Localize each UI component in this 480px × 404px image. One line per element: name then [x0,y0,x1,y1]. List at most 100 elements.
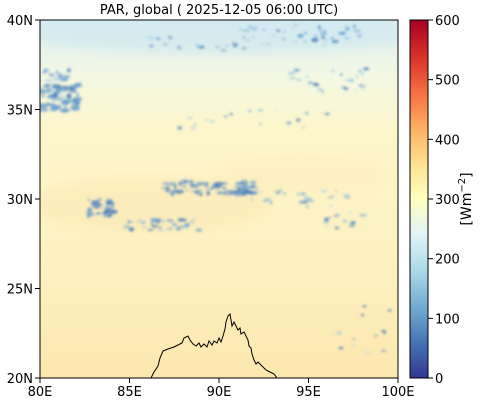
cloud-patch [294,24,298,26]
cloud-patch [96,198,102,202]
cloud-patch [353,24,356,29]
cloud-patch [235,181,241,186]
cloud-patch [223,115,228,118]
cloud-patch [190,219,196,221]
cloud-patch [174,189,184,194]
cloud-patch [102,215,110,218]
cloud-patch [55,104,62,109]
colorbar-tick-label: 200 [435,253,460,268]
cloud-patch [69,92,72,96]
cloud-patch [245,190,251,194]
cloud-patch [231,42,236,45]
cloud-patch [352,338,356,340]
cloud-patch [206,190,210,196]
cloud-patch [252,36,255,39]
map-area [40,20,398,378]
cloud-patch [363,67,370,71]
cloud-patch [353,29,362,33]
cloud-patch [357,34,362,38]
cloud-patch [177,218,182,221]
cloud-patch [161,186,169,189]
cloud-patch [111,204,115,208]
cloud-patch [127,220,132,224]
cloud-patch [250,184,257,187]
cloud-patch [248,186,256,189]
cloud-patch [259,191,263,193]
cloud-patch [187,117,193,119]
cloud-patch [220,182,228,185]
cloud-patch [239,181,244,185]
cloud-patch [42,70,47,74]
cloud-patch [330,36,334,41]
cloud-patch [261,29,267,31]
cloud-patch [212,184,221,189]
cloud-patch [170,220,174,223]
cloud-patch [216,191,224,195]
y-axis: 20N 25N 30N 35N 40N [7,14,40,387]
cloud-patch [220,49,227,52]
cloud-patch [68,86,76,91]
cloud-patch [169,182,177,187]
cloud-patch [331,195,335,197]
cloud-patch [72,90,78,93]
cloud-patch [291,25,294,30]
cloud-patch [210,120,215,123]
cloud-patch [304,195,308,197]
cloud-patch [223,44,231,48]
colorbar-tick-label: 100 [435,312,460,327]
cloud-patch [322,29,326,32]
cloud-patch [51,84,62,89]
x-tick-label: 100E [381,385,414,400]
cloud-patch [176,45,182,50]
cloud-patch [343,87,349,90]
cloud-patch [331,333,335,336]
cloud-patch [323,220,329,224]
cloud-patch [50,93,57,98]
cloud-patch [351,344,355,348]
cloud-patch [265,198,272,201]
cloud-patch [158,226,162,229]
cloud-patch [306,205,309,209]
cloud-patch [242,36,246,40]
cloud-patch [252,191,257,195]
cloud-patch [242,48,247,50]
cloud-patch [51,83,61,86]
cloud-patch [147,36,155,40]
cloud-patch [162,183,171,185]
cloud-patch [334,226,340,230]
cloud-patch [52,96,63,99]
cloud-patch [40,107,49,113]
cloud-patch [199,192,203,196]
cloud-patch [343,37,351,40]
cloud-patch [97,212,101,214]
cloud-patch [282,192,286,195]
cloud-patch [340,73,343,76]
cloud-patch [186,224,190,226]
cloud-patch [103,206,112,208]
cloud-patch [71,99,74,102]
cloud-patch [247,25,254,29]
cloud-patch [105,201,112,206]
colorbar-label: [Wm−2] [457,172,475,225]
cloud-patch [194,182,205,186]
cloud-patch [355,75,359,78]
cloud-patch [281,38,286,40]
cloud-patch [275,190,281,195]
cloud-patch [46,88,54,93]
cloud-patch [156,229,165,232]
cloud-patch [344,195,351,199]
colorbar-tick-label: 0 [435,372,443,387]
cloud-patch [176,227,182,231]
cloud-patch [150,221,154,226]
cloud-patch [356,319,359,322]
cloud-patch [298,200,306,204]
cloud-patch [180,185,187,188]
cloud-patch [293,68,301,72]
cloud-patch [342,219,348,223]
cloud-patch [223,189,233,192]
cloud-patch [198,45,205,49]
cloud-patch [289,77,297,79]
cloud-patch [49,106,58,112]
cloud-patch [128,227,135,232]
